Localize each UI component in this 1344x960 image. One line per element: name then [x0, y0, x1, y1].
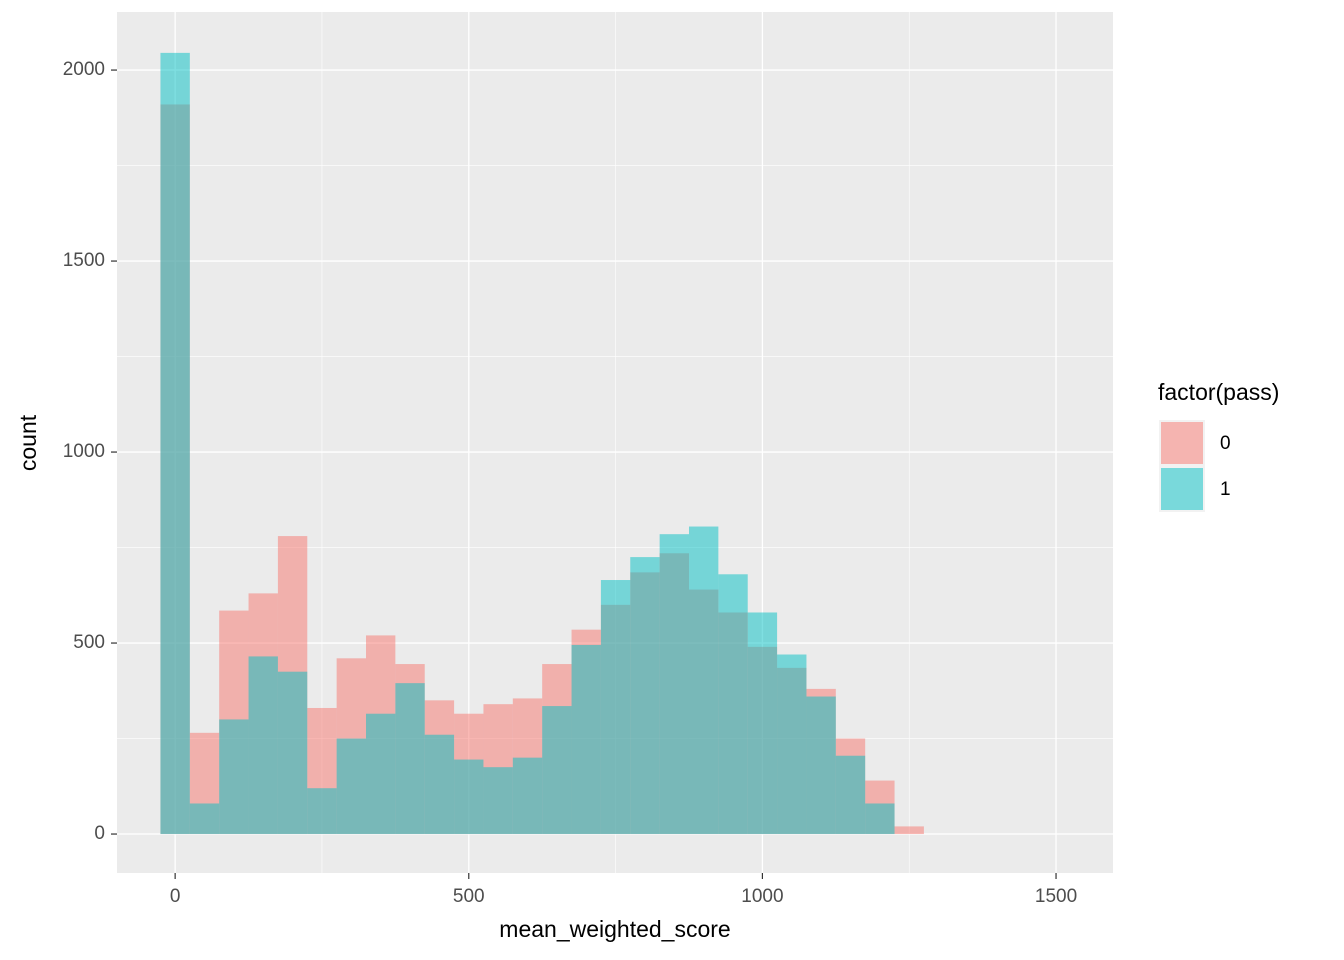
bar: [542, 706, 572, 835]
legend-swatch: [1161, 468, 1203, 510]
y-axis-title: count: [15, 414, 41, 471]
bar: [219, 719, 249, 835]
legend: 01: [1159, 420, 1231, 512]
x-tick-label: 1500: [1035, 886, 1077, 907]
bar: [806, 696, 836, 835]
legend-label: 0: [1220, 433, 1231, 454]
bar: [248, 656, 278, 835]
bar: [718, 574, 748, 835]
bar: [512, 757, 543, 835]
bar: [454, 759, 484, 835]
bar: [336, 738, 366, 835]
bar: [894, 826, 924, 835]
bar: [160, 52, 190, 835]
bar: [630, 557, 660, 835]
legend-title: factor(pass): [1158, 379, 1279, 405]
y-tick-label: 1000: [63, 441, 105, 462]
bar: [307, 788, 337, 835]
bar: [424, 734, 455, 835]
bar: [571, 644, 601, 835]
y-tick-label: 2000: [63, 59, 105, 80]
bars: [160, 52, 924, 835]
bar: [777, 654, 807, 835]
x-axis-title: mean_weighted_score: [499, 916, 730, 942]
bar: [189, 803, 220, 835]
bar: [600, 580, 631, 835]
y-tick-label: 500: [73, 632, 105, 653]
y-tick-label: 1500: [63, 250, 105, 271]
bar: [659, 534, 689, 835]
bar: [483, 767, 513, 835]
bar: [366, 713, 396, 835]
bar: [277, 671, 308, 835]
x-tick-label: 1000: [741, 886, 783, 907]
legend-swatch: [1161, 422, 1203, 464]
bar: [395, 683, 425, 835]
bar: [835, 755, 866, 835]
bar: [865, 803, 895, 835]
y-tick-label: 0: [94, 823, 105, 844]
axes: 0 500 1000 1500 0 500 1000 1500 2000: [63, 59, 1077, 907]
x-tick-label: 500: [453, 886, 485, 907]
bar: [688, 526, 719, 835]
x-tick-label: 0: [170, 886, 181, 907]
legend-label: 1: [1220, 479, 1231, 500]
bar: [747, 612, 778, 835]
